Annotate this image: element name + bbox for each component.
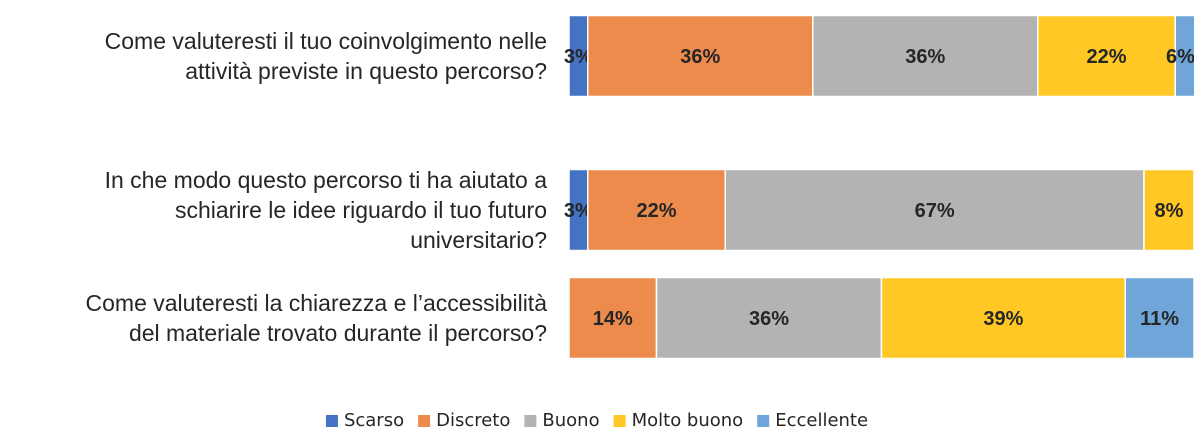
question-label: In che modo questo percorso ti ha aiutat…: [105, 167, 548, 253]
data-label: 36%: [749, 308, 789, 330]
legend-label: Molto buono: [632, 410, 744, 431]
data-label: 36%: [680, 46, 720, 68]
legend-swatch: [757, 415, 770, 427]
legend: Scarso Discreto Buono Molto buono Eccellente: [325, 410, 868, 431]
question-label-line: schiarire le idee riguardo il tuo futuro: [175, 197, 547, 223]
legend-item: Scarso: [325, 410, 404, 431]
bar-segment: [587, 14, 814, 98]
legend-swatch: [325, 415, 338, 427]
bars-area: 3% 36% 36% 22% 6% 3% 22% 67% 8% 14% 36% 39% 11%: [564, 14, 1194, 360]
question-label-line: del materiale trovato durante il percors…: [129, 320, 547, 346]
bar-segment: [587, 168, 726, 252]
data-label: 6%: [1166, 46, 1194, 68]
legend-label: Discreto: [436, 410, 510, 431]
data-label: 3%: [564, 46, 593, 68]
legend-item: Buono: [524, 410, 600, 431]
legend-swatch: [418, 415, 431, 427]
legend-item: Molto buono: [613, 410, 744, 431]
data-label: 22%: [1086, 46, 1126, 68]
data-label: 22%: [636, 200, 676, 222]
question-label-line: Come valuteresti la chiarezza e l’access…: [86, 290, 548, 316]
data-label: 39%: [983, 308, 1023, 330]
bar-segment: [1124, 276, 1194, 360]
legend-swatch: [613, 415, 626, 427]
question-label-line: universitario?: [410, 227, 547, 253]
data-label: 14%: [593, 308, 633, 330]
question-label-line: Come valuteresti il tuo coinvolgimento n…: [105, 28, 547, 54]
question-labels: Come valuteresti il tuo coinvolgimento n…: [86, 28, 548, 346]
question-label: Come valuteresti il tuo coinvolgimento n…: [105, 28, 547, 84]
data-label: 3%: [564, 200, 593, 222]
data-label: 67%: [915, 200, 955, 222]
legend-label: Buono: [542, 410, 599, 431]
legend-label: Scarso: [344, 410, 404, 431]
data-label: 11%: [1140, 308, 1179, 330]
bar-segment: [724, 168, 1145, 252]
legend-item: Discreto: [418, 410, 510, 431]
legend-swatch: [524, 415, 537, 427]
bar-segment: [880, 276, 1126, 360]
bar-segment: [1037, 14, 1176, 98]
bar-segment: [1174, 14, 1194, 98]
bar-segment: [1143, 168, 1194, 252]
legend-item: Eccellente: [757, 410, 868, 431]
data-label: 36%: [905, 46, 945, 68]
legend-label: Eccellente: [775, 410, 868, 431]
data-label: 8%: [1155, 200, 1184, 222]
question-label: Come valuteresti la chiarezza e l’access…: [86, 290, 548, 346]
question-label-line: In che modo questo percorso ti ha aiutat…: [105, 167, 548, 193]
bar-segment: [568, 276, 658, 360]
question-label-line: attività previste in questo percorso?: [185, 58, 547, 84]
